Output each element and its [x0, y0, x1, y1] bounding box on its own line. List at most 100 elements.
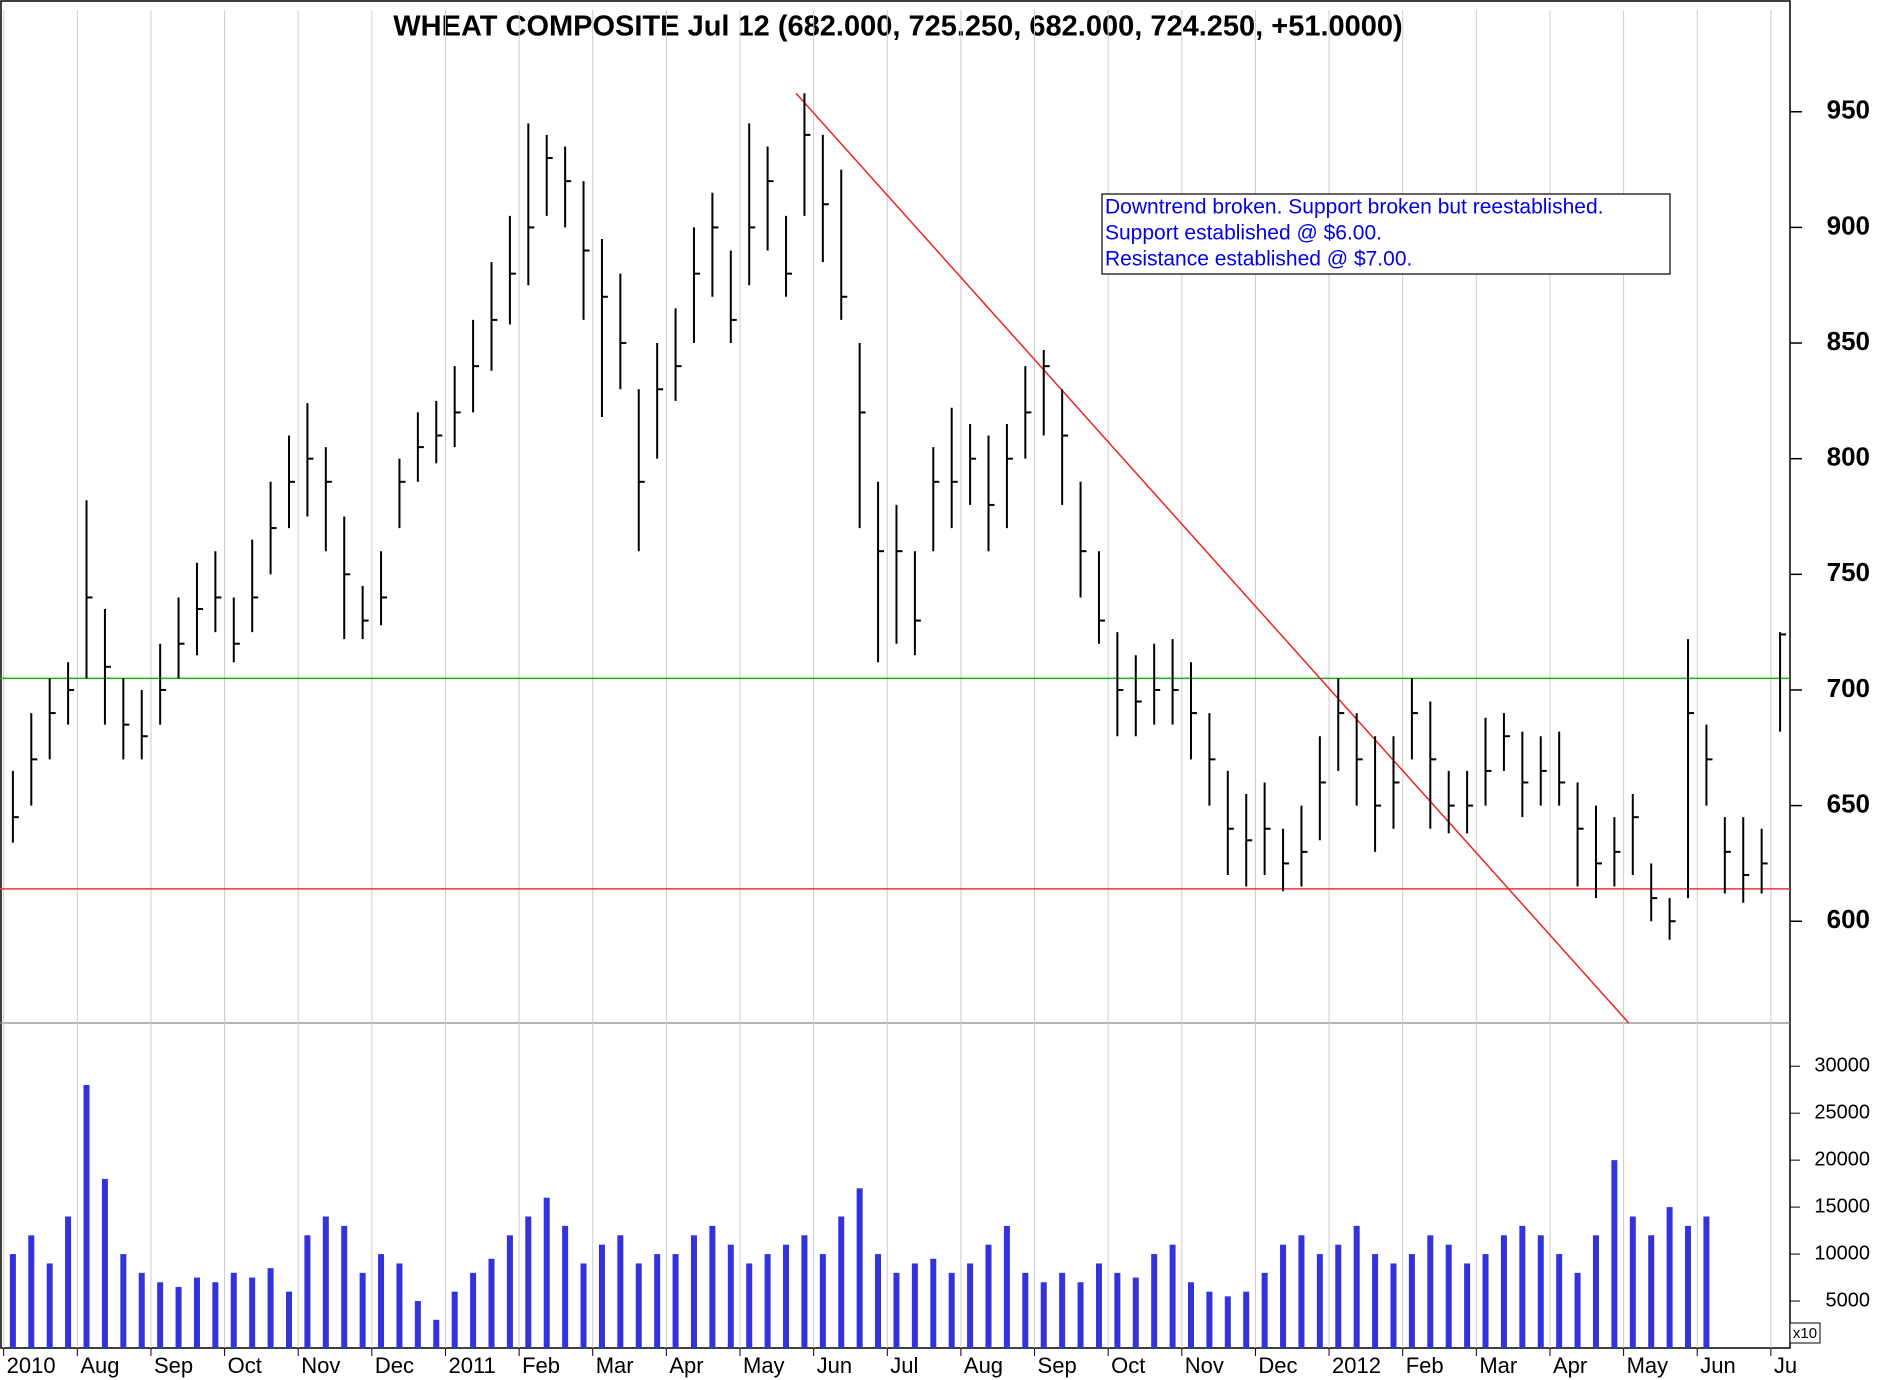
volume-bar: [1335, 1244, 1342, 1348]
x-tick-label: 2012: [1332, 1353, 1381, 1378]
volume-bar: [783, 1244, 790, 1348]
x-tick-label: Oct: [228, 1353, 262, 1378]
volume-bar: [948, 1272, 955, 1348]
y-tick-label: 800: [1827, 442, 1870, 472]
y-tick-label: 750: [1827, 557, 1870, 587]
x-tick-label: Ju: [1774, 1353, 1797, 1378]
x-tick-label: Apr: [669, 1353, 703, 1378]
volume-bar: [1574, 1272, 1581, 1348]
volume-bar: [801, 1235, 808, 1348]
volume-bar: [286, 1291, 293, 1348]
volume-bar: [1445, 1244, 1452, 1348]
x-tick-label: Dec: [375, 1353, 414, 1378]
y-tick-label: 650: [1827, 788, 1870, 818]
volume-bar: [378, 1254, 385, 1348]
volume-bar: [1261, 1272, 1268, 1348]
x-tick-label: Mar: [596, 1353, 634, 1378]
volume-bar: [433, 1319, 440, 1348]
volume-bar: [46, 1263, 53, 1348]
volume-bar: [470, 1272, 477, 1348]
volume-bar: [322, 1216, 329, 1348]
volume-bar: [1556, 1254, 1563, 1348]
volume-bar: [1169, 1244, 1176, 1348]
x-tick-label: Aug: [80, 1353, 119, 1378]
annotation-text: Resistance established @ $7.00.: [1105, 248, 1412, 271]
x-tick-label: 2010: [7, 1353, 56, 1378]
volume-bar: [1537, 1235, 1544, 1348]
volume-bar: [985, 1244, 992, 1348]
volume-bar: [617, 1235, 624, 1348]
volume-bar: [764, 1254, 771, 1348]
volume-unit-box: [1789, 1322, 1821, 1344]
volume-bar: [249, 1277, 256, 1348]
volume-bar: [28, 1235, 35, 1348]
volume-tick-label: 10000: [1814, 1242, 1870, 1264]
volume-bar: [1408, 1254, 1415, 1348]
volume-bar: [1519, 1225, 1526, 1348]
x-tick-label: Oct: [1111, 1353, 1145, 1378]
volume-bar: [1206, 1291, 1213, 1348]
x-tick-label: Nov: [1185, 1353, 1224, 1378]
volume-bar: [267, 1268, 274, 1348]
volume-tick-label: 30000: [1814, 1054, 1870, 1076]
volume-bar: [930, 1258, 937, 1348]
x-tick-label: Sep: [1038, 1353, 1077, 1378]
x-tick-label: Sep: [154, 1353, 193, 1378]
volume-bar: [341, 1225, 348, 1348]
volume-bar: [1648, 1235, 1655, 1348]
volume-bar: [562, 1225, 569, 1348]
x-tick-label: Feb: [1406, 1353, 1444, 1378]
volume-bar: [911, 1263, 918, 1348]
volume-bar: [175, 1286, 182, 1348]
volume-bar: [1316, 1254, 1323, 1348]
volume-bar: [1132, 1277, 1139, 1348]
x-tick-label: Aug: [964, 1353, 1003, 1378]
volume-bar: [1611, 1160, 1618, 1348]
x-tick-label: Jun: [817, 1353, 852, 1378]
x-tick-label: 2011: [448, 1353, 495, 1378]
volume-bar: [451, 1291, 458, 1348]
x-tick-label: Jun: [1700, 1353, 1735, 1378]
volume-tick-label: 25000: [1814, 1101, 1870, 1123]
x-tick-label: Nov: [301, 1353, 340, 1378]
x-tick-label: Mar: [1479, 1353, 1517, 1378]
x-tick-label: Jul: [890, 1353, 918, 1378]
volume-bar: [1685, 1225, 1692, 1348]
volume-bar: [65, 1216, 72, 1348]
volume-bar: [193, 1277, 200, 1348]
volume-bar: [543, 1197, 550, 1348]
volume-bar: [1188, 1282, 1195, 1348]
volume-bar: [1666, 1207, 1673, 1348]
volume-bar: [967, 1263, 974, 1348]
volume-tick-label: 20000: [1814, 1148, 1870, 1170]
volume-bar: [875, 1254, 882, 1348]
volume-bar: [120, 1254, 127, 1348]
volume-bar: [1629, 1216, 1636, 1348]
volume-bar: [1703, 1216, 1710, 1348]
volume-bar: [580, 1263, 587, 1348]
volume-bar: [1040, 1282, 1047, 1348]
volume-bar: [1298, 1235, 1305, 1348]
volume-tick-label: 5000: [1826, 1289, 1871, 1311]
volume-bar: [635, 1263, 642, 1348]
volume-bar: [690, 1235, 697, 1348]
volume-bar: [138, 1272, 145, 1348]
volume-bar: [746, 1263, 753, 1348]
y-tick-label: 850: [1827, 326, 1870, 356]
volume-bar: [157, 1282, 164, 1348]
volume-bar: [1003, 1225, 1010, 1348]
volume-bar: [83, 1084, 90, 1348]
volume-bar: [9, 1254, 16, 1348]
trend-line: [795, 92, 1630, 1024]
x-tick-label: May: [1627, 1353, 1669, 1378]
volume-bar: [1114, 1272, 1121, 1348]
volume-bar: [1022, 1272, 1029, 1348]
volume-bar: [1059, 1272, 1066, 1348]
volume-bar: [359, 1272, 366, 1348]
volume-bar: [1077, 1282, 1084, 1348]
volume-bar: [893, 1272, 900, 1348]
volume-bar: [101, 1178, 108, 1348]
volume-bar: [1390, 1263, 1397, 1348]
volume-bar: [838, 1216, 845, 1348]
volume-bar: [1427, 1235, 1434, 1348]
